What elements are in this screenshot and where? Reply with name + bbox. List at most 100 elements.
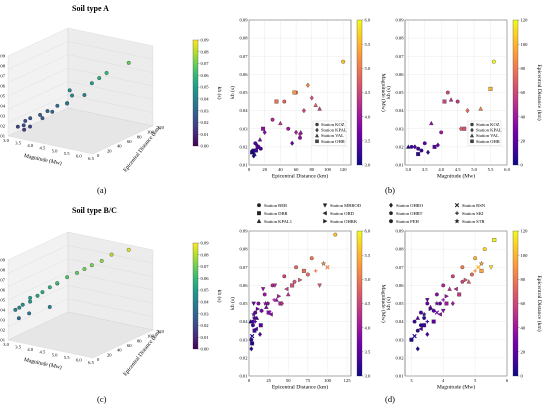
data-point-station-kpal1 [415, 315, 420, 320]
panel-c-3d-scatter: 0.01 0.02 0.03 0.04 0.05 0.06 0.07 0.08 0.09 3.0 3… [0, 231, 223, 377]
x-tick-label: 3.5 [15, 345, 21, 350]
y-tick-label: 60 [127, 139, 132, 144]
data-point [47, 285, 52, 290]
x-tick-label: 4.5 [455, 167, 461, 172]
colorbar-label: Epicentral Distance (km) [536, 275, 543, 331]
colorbar-c-tick-label: 0.02 [201, 323, 210, 328]
colorbar-label: Magnitude (Mw) [380, 284, 387, 323]
data-point [13, 307, 18, 312]
data-point-station-ohrk [428, 306, 433, 312]
x-tick-label: 60 [294, 167, 299, 172]
x-tick-label: 6.0 [76, 153, 82, 158]
data-point-station-ber [309, 256, 314, 261]
gridline [7, 285, 154, 314]
legend-entry: Station OHRK [330, 219, 358, 224]
y-tick-label: 0.02 [239, 144, 248, 149]
legend-entry: Station MBROD [330, 203, 362, 208]
z-tick-label: 0.07 [0, 74, 6, 79]
x-tick-label: 6.5 [88, 156, 94, 161]
data-point-station-dbr [422, 323, 427, 328]
data-point-station-val [406, 144, 411, 149]
y-tick-label: 0.07 [395, 265, 404, 270]
data-point-station-mbrod [317, 283, 322, 288]
data-point-station-ber [441, 283, 446, 288]
data-point-station-ber [282, 274, 287, 279]
data-point-station-ber [460, 265, 465, 270]
data-point [23, 118, 28, 123]
colorbar-tick-label: 6.0 [365, 229, 371, 234]
x-tick-label: 120 [340, 167, 348, 172]
z-tick-label: 0.04 [0, 308, 6, 313]
colorbar-a-tick-label: 0.09 [201, 38, 210, 43]
subfigure-label-a: (a) [97, 185, 107, 195]
x-tick-label: 3.0 [3, 138, 9, 143]
data-point-station-koz [409, 144, 414, 149]
data-point-station-kpal1 [248, 319, 253, 324]
z-tick-label: 0.06 [0, 288, 6, 293]
legend-entry: Station OHR [476, 139, 501, 144]
y-tick-label: 0.05 [395, 90, 404, 95]
legend-marker [257, 211, 261, 216]
colorbar-bar [356, 19, 363, 166]
data-point-station-obd [284, 286, 289, 292]
colorbar-tick-label: 5.5 [365, 42, 371, 47]
data-point-station-koz [439, 130, 444, 135]
data-point-station-ber [418, 310, 423, 315]
colorbar-a-tick-label: 0.04 [201, 96, 210, 101]
y-tick-label: 100 [147, 130, 155, 135]
z-tick-label: 0.05 [0, 94, 6, 99]
data-point-station-ohro [279, 300, 284, 307]
gridline [7, 67, 154, 97]
x-tick-label: 80 [309, 167, 314, 172]
x-tick-label: 5.0 [52, 148, 58, 153]
colorbar-tick-label: 4.0 [365, 114, 371, 119]
colorbar-c-tick-label: 0.03 [201, 311, 210, 316]
data-point-station-val [298, 129, 304, 135]
data-point [82, 267, 87, 271]
legend-entry: Station KOZ [321, 122, 345, 127]
colorbar-tick-label: 3.5 [365, 138, 371, 143]
data-point-station-ohrk [463, 277, 469, 283]
colorbar-label: Magnitude (Mw) [380, 73, 387, 112]
data-point-station-obd [253, 326, 258, 332]
data-point [99, 258, 104, 263]
colorbar-c-tick-label: 0.00 [201, 347, 210, 352]
legend-marker [454, 218, 460, 224]
data-point-station-ohr [462, 126, 467, 131]
x-tick-label: 20 [262, 167, 267, 172]
data-point [22, 127, 27, 132]
data-point-station-ohr [274, 99, 279, 104]
x-axis-label: Epicentral Distance (km) [272, 173, 328, 180]
y-tick-label: 0.02 [239, 355, 248, 360]
data-point-station-val [313, 102, 318, 107]
y-tick-label: 0.03 [395, 337, 404, 342]
colorbar-tick-label: 4.0 [365, 325, 371, 330]
z-tick-label: 0.01 [0, 338, 6, 343]
data-point-station-dbr [479, 268, 484, 273]
data-point-station-peh [251, 323, 255, 328]
y-tick-label: 0.03 [239, 337, 248, 342]
colorbar-tick-label: 100 [521, 42, 529, 47]
data-point-station-obd [437, 312, 442, 317]
colorbar-bar [356, 230, 363, 377]
colorbar-c-tick-label: 0.06 [201, 276, 210, 281]
y-tick-label: 0.05 [395, 301, 404, 306]
data-point [67, 88, 72, 93]
data-point [35, 293, 40, 298]
colorbar-a-tick-label: 0.07 [201, 61, 210, 66]
data-point-station-ohrt [460, 279, 465, 284]
data-point-station-ski [253, 319, 258, 324]
z-tick-label: 0.05 [0, 298, 6, 303]
legend-entry: Station OHRT [396, 211, 423, 216]
legend-marker [469, 133, 475, 138]
gridline [7, 54, 154, 83]
legend-entry: Station VAL [476, 133, 499, 138]
x-tick-label: 3 [410, 378, 413, 383]
data-point-station-str [320, 260, 327, 266]
data-point-station-mbrod [425, 298, 430, 303]
x-tick-label: 6.5 [88, 360, 94, 365]
data-point [89, 81, 94, 86]
colorbar-tick-label: 5.0 [365, 66, 371, 71]
legend-entry: Station KOZ [476, 122, 500, 127]
data-point-station-ohr [432, 144, 437, 149]
